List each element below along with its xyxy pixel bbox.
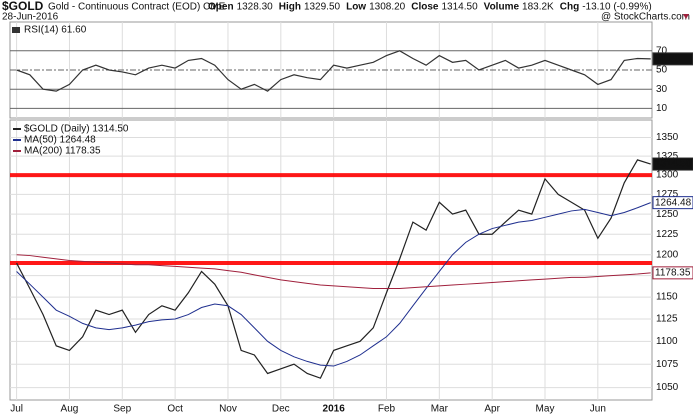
quote-value: 1328.30 bbox=[237, 2, 274, 13]
legend-entry: $GOLD (Daily) 1314.50 bbox=[24, 124, 129, 135]
y-tick-label: 30 bbox=[656, 84, 668, 95]
symbol: $GOLD bbox=[2, 0, 44, 13]
y-tick-label: 1275 bbox=[656, 189, 679, 200]
x-tick-label: Jun bbox=[590, 404, 606, 415]
quote-value: 1314.50 bbox=[441, 2, 478, 13]
last-value-box bbox=[652, 52, 693, 66]
legend-entry: MA(200) 1178.35 bbox=[24, 146, 101, 157]
instrument-name: Gold - Continuous Contract (EOD) CME bbox=[48, 2, 226, 13]
quote-key: Chg bbox=[560, 2, 579, 13]
last-value-label: 61.60 bbox=[655, 54, 680, 65]
y-tick-label: 50 bbox=[656, 65, 668, 76]
quote-key: High bbox=[279, 2, 301, 13]
last-value-box bbox=[652, 266, 693, 280]
series-line bbox=[16, 159, 651, 379]
last-value-label: 1314.50 bbox=[655, 159, 692, 170]
last-value-label: 1264.48 bbox=[655, 197, 692, 208]
quote-value: 1308.20 bbox=[369, 2, 406, 13]
series-line bbox=[16, 254, 651, 289]
y-tick-label: 10 bbox=[656, 103, 668, 114]
price-panel bbox=[9, 119, 653, 401]
series-line bbox=[16, 50, 651, 92]
x-tick-label: Oct bbox=[167, 404, 183, 415]
y-tick-label: 1225 bbox=[656, 229, 679, 240]
series-line bbox=[16, 202, 651, 367]
y-tick-label: 1150 bbox=[656, 292, 678, 303]
last-value-box bbox=[652, 196, 693, 210]
x-tick-label: Aug bbox=[61, 404, 79, 415]
x-tick-label: Dec bbox=[272, 404, 290, 415]
y-tick-label: 1075 bbox=[656, 359, 679, 370]
x-tick-label: Apr bbox=[484, 404, 500, 415]
quote-value: 183.2K bbox=[522, 2, 554, 13]
y-tick-label: 1325 bbox=[656, 151, 679, 162]
quote-key: Open bbox=[208, 2, 234, 13]
x-tick-label: Jul bbox=[10, 404, 23, 415]
quote-key: Close bbox=[411, 2, 439, 13]
legend-entry: RSI(14) 61.60 bbox=[24, 25, 87, 36]
x-tick-label: 2016 bbox=[323, 404, 346, 415]
x-tick-label: Nov bbox=[219, 404, 237, 415]
down-arrow bbox=[683, 14, 689, 19]
date: 28-Jun-2016 bbox=[2, 12, 59, 23]
last-value-label: 1178.35 bbox=[655, 267, 691, 278]
quote-key: Volume bbox=[484, 2, 520, 13]
quote-key: Low bbox=[346, 2, 366, 13]
x-tick-label: May bbox=[536, 404, 555, 415]
quote-value: 1329.50 bbox=[304, 2, 341, 13]
last-value-box bbox=[652, 157, 693, 171]
y-tick-label: 1350 bbox=[656, 132, 679, 143]
y-tick-label: 1250 bbox=[656, 209, 679, 220]
x-tick-label: Sep bbox=[113, 404, 131, 415]
x-tick-label: Feb bbox=[378, 404, 396, 415]
legend-swatch bbox=[12, 27, 20, 33]
source: @ StockCharts.com bbox=[601, 12, 690, 23]
quote-value: -13.10 (-0.99%) bbox=[582, 2, 651, 13]
y-tick-label: 1100 bbox=[656, 336, 678, 347]
y-tick-label: 1125 bbox=[656, 314, 678, 325]
legend-entry: MA(50) 1264.48 bbox=[24, 135, 96, 146]
y-tick-label: 1050 bbox=[656, 382, 679, 393]
x-tick-label: Mar bbox=[431, 404, 449, 415]
y-tick-label: 1300 bbox=[656, 170, 679, 181]
y-tick-label: 1200 bbox=[656, 249, 679, 260]
y-tick-label: 70 bbox=[656, 45, 668, 56]
